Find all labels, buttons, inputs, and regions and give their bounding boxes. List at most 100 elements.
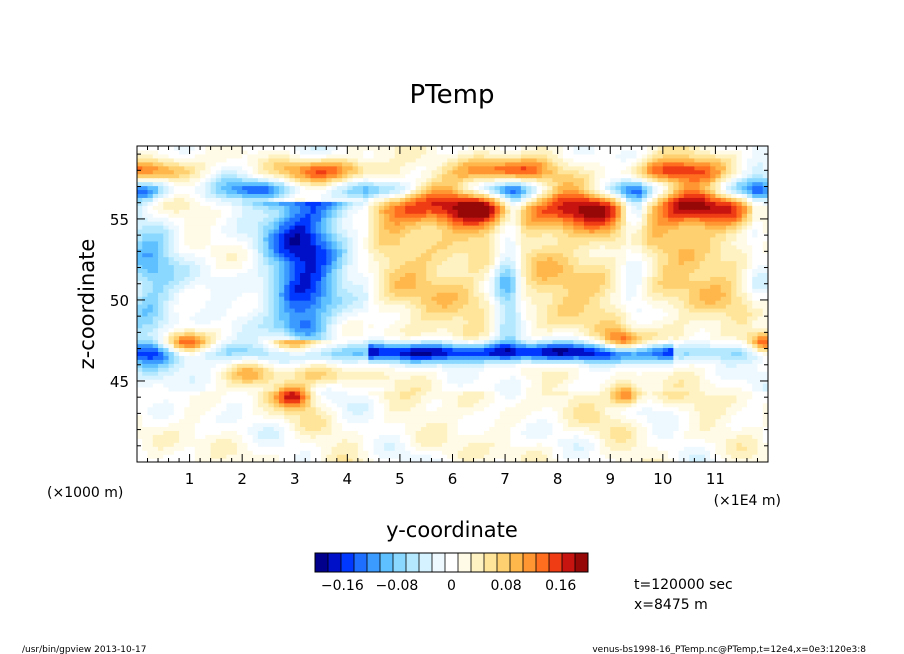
heatmap-cell [699, 367, 706, 372]
heatmap-cell [373, 323, 380, 329]
heatmap-cell [499, 410, 506, 416]
heatmap-cell [384, 363, 390, 368]
heatmap-cell [573, 458, 580, 462]
heatmap-cell [515, 383, 522, 388]
heatmap-cell [515, 371, 522, 376]
heatmap-cell [494, 430, 501, 435]
heatmap-cell [725, 304, 732, 309]
heatmap-cell [158, 375, 164, 380]
heatmap-cell [373, 446, 380, 451]
heatmap-cell [326, 426, 333, 431]
heatmap-cell [668, 363, 674, 368]
heatmap-cell [215, 315, 222, 321]
heatmap-cell [662, 430, 669, 435]
heatmap-cell [736, 406, 743, 412]
heatmap-cell [463, 371, 469, 376]
heatmap-cell [441, 426, 448, 431]
heatmap-cell [683, 371, 690, 376]
heatmap-cell [152, 422, 159, 428]
heatmap-cell [694, 367, 701, 372]
heatmap-cell [757, 450, 764, 455]
heatmap-cell [300, 315, 306, 321]
heatmap-cell [473, 319, 480, 325]
heatmap-cell [268, 390, 275, 396]
heatmap-cell [720, 367, 727, 372]
heatmap-cell [378, 426, 385, 431]
heatmap-cell [300, 410, 306, 416]
heatmap-cell [231, 311, 238, 317]
heatmap-cell [357, 351, 364, 356]
heatmap-cell [326, 450, 333, 455]
heatmap-cell [699, 383, 706, 388]
heatmap-cell [473, 327, 480, 333]
heatmap-cell [547, 383, 554, 388]
heatmap-cell [583, 355, 590, 360]
heatmap-cell [315, 434, 322, 439]
heatmap-cell [226, 296, 233, 301]
heatmap-cell [368, 386, 375, 392]
heatmap-cell [221, 434, 227, 439]
heatmap-cell [441, 319, 448, 325]
heatmap-cell [757, 315, 764, 321]
heatmap-cell [284, 307, 291, 313]
heatmap-cell [342, 367, 348, 372]
heatmap-cell [647, 379, 653, 384]
heatmap-cell [573, 383, 580, 388]
heatmap-cell [231, 315, 238, 321]
heatmap-cell [741, 394, 748, 400]
heatmap-cell [152, 406, 159, 412]
heatmap-cell [620, 331, 627, 337]
heatmap-cell [268, 398, 275, 404]
heatmap-cell [468, 335, 475, 341]
heatmap-cell [547, 304, 554, 309]
heatmap-cell [242, 406, 249, 412]
heatmap-cell [552, 311, 559, 317]
heatmap-cell [589, 355, 596, 360]
heatmap-cell [431, 331, 438, 337]
heatmap-cell [762, 327, 768, 333]
heatmap-cell [357, 359, 364, 364]
heatmap-cell [205, 300, 212, 305]
heatmap-cell [173, 383, 180, 388]
heatmap-cell [683, 430, 690, 435]
heatmap-cell [494, 379, 501, 384]
heatmap-cell [594, 446, 601, 451]
heatmap-cell [294, 438, 301, 443]
heatmap-cell [152, 383, 159, 388]
heatmap-cell [578, 406, 585, 412]
heatmap-cell [484, 446, 490, 451]
heatmap-cell [252, 414, 259, 420]
heatmap-cell [420, 367, 427, 372]
heatmap-cell [641, 394, 648, 400]
heatmap-cell [615, 319, 622, 325]
heatmap-cell [647, 304, 653, 309]
heatmap-cell [268, 375, 275, 380]
heatmap-cell [378, 367, 385, 372]
heatmap-cell [431, 406, 438, 412]
heatmap-cell [410, 394, 417, 400]
heatmap-cell [257, 300, 264, 305]
heatmap-cell [394, 343, 401, 349]
heatmap-cell [557, 327, 564, 333]
heatmap-cell [463, 383, 469, 388]
heatmap-cell [242, 430, 249, 435]
heatmap-cell [168, 355, 175, 360]
heatmap-cell [641, 454, 648, 459]
heatmap-cell [694, 406, 701, 412]
heatmap-cell [631, 335, 638, 341]
heatmap-cell [236, 383, 243, 388]
heatmap-cell [457, 458, 464, 462]
heatmap-cell [426, 319, 433, 325]
heatmap-cell [294, 458, 301, 462]
heatmap-cell [515, 351, 522, 356]
heatmap-cell [452, 327, 459, 333]
heatmap-cell [689, 339, 695, 345]
heatmap-cell [326, 434, 333, 439]
heatmap-cell [399, 442, 406, 447]
heatmap-cell [715, 319, 722, 325]
heatmap-cell [568, 390, 575, 396]
heatmap-cell [420, 386, 427, 392]
heatmap-cell [531, 359, 538, 364]
heatmap-cell [215, 371, 222, 376]
heatmap-cell [305, 418, 312, 424]
